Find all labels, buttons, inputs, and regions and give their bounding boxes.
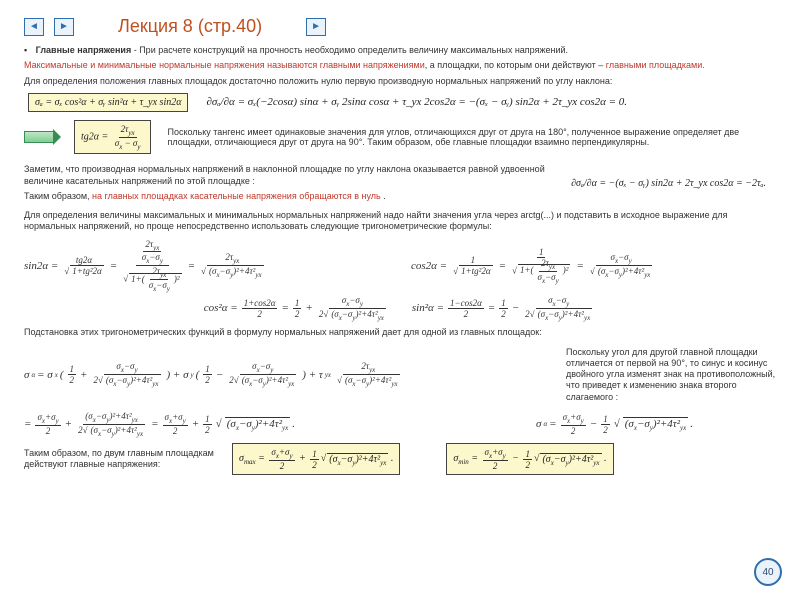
paragraph-8: Поскольку угол для другой главной площад… — [566, 347, 776, 403]
nav-prev-button[interactable]: ◄ — [24, 18, 44, 36]
formula-result1: = σx+σy2 + (σx−σy)²+4τ²yx2√(σx−σy)²+4τ²y… — [24, 411, 532, 438]
paragraph-9: Таким образом, по двум главным площадкам… — [24, 448, 224, 471]
formula-sin2a: sin2α = tg2α√1+tg²2α = 2τyxσx−σy√1+(2τyx… — [24, 239, 389, 293]
formula-deriv2: ∂σₐ/∂α = −(σₓ − σᵧ) sin2α + 2τ_yx cos2α … — [565, 175, 772, 192]
p2-rest: , а площадки, по которым они действуют – — [425, 60, 606, 70]
paragraph-3: Для определения положения главных площад… — [24, 76, 776, 87]
page-number-badge: 40 — [754, 558, 782, 586]
formula-tg2a: tg2α = 2τyxσx − σy — [74, 120, 151, 155]
formula-sigma-max: σmax = σx+σy2 + 12√(σx−σy)²+4τ²yx . — [232, 443, 400, 475]
p1-bold: Главные напряжения — [36, 45, 132, 55]
arrow-icon — [24, 131, 54, 143]
nav-next-button-2[interactable]: ► — [306, 18, 326, 36]
p2-red: Максимальные и минимальные нормальные на… — [24, 60, 425, 70]
p1-rest: - При расчете конструкций на прочность н… — [131, 45, 568, 55]
formula-sigma-alpha: σₐ = σₓ cos²α + σᵧ sin²α + τ_yx sin2α — [28, 93, 188, 112]
paragraph-5b: Таким образом, на главных площадках каса… — [24, 191, 557, 202]
formula-cos2a: cos2α = 1√1+tg²2α = 1√1+(2τyxσx−σy)² = σ… — [411, 239, 776, 293]
formula-substitution: σα = σx(12+σx−σy2√(σx−σy)²+4τ²yx) + σy(1… — [24, 361, 562, 388]
paragraph-4: Поскольку тангенс имеет одинаковые значе… — [167, 127, 776, 147]
formula-derivative: ∂σₐ/∂α = σₓ(−2cosα) sinα + σᵧ 2sinα cosα… — [200, 93, 633, 111]
formula-sin2sq: sin²α = 1−cos2α2 = 12 − σx−σy2√(σx−σy)²+… — [412, 295, 596, 322]
bullet-icon: • — [24, 45, 27, 55]
nav-next-button[interactable]: ► — [54, 18, 74, 36]
paragraph-6: Для определения величины максимальных и … — [24, 210, 776, 233]
paragraph-1: • Главные напряжения - При расчете конст… — [24, 45, 776, 56]
formula-result2: σα = σx+σy2 − 12√(σx−σy)²+4τ²yx . — [536, 412, 776, 436]
p2-red2: главными площадками. — [606, 60, 705, 70]
paragraph-7: Подстановка этих тригонометрических функ… — [24, 327, 776, 338]
page-title: Лекция 8 (стр.40) — [118, 16, 262, 37]
formula-sigma-min: σmin = σx+σy2 − 12√(σx−σy)²+4τ²yx . — [446, 443, 613, 475]
paragraph-5a: Заметим, что производная нормальных напр… — [24, 164, 557, 187]
p5b-red: на главных площадках касательные напряже… — [92, 191, 381, 201]
paragraph-2: Максимальные и минимальные нормальные на… — [24, 60, 776, 71]
formula-cos2sq: cos²α = 1+cos2α2 = 12 + σx−σy2√(σx−σy)²+… — [204, 295, 390, 322]
